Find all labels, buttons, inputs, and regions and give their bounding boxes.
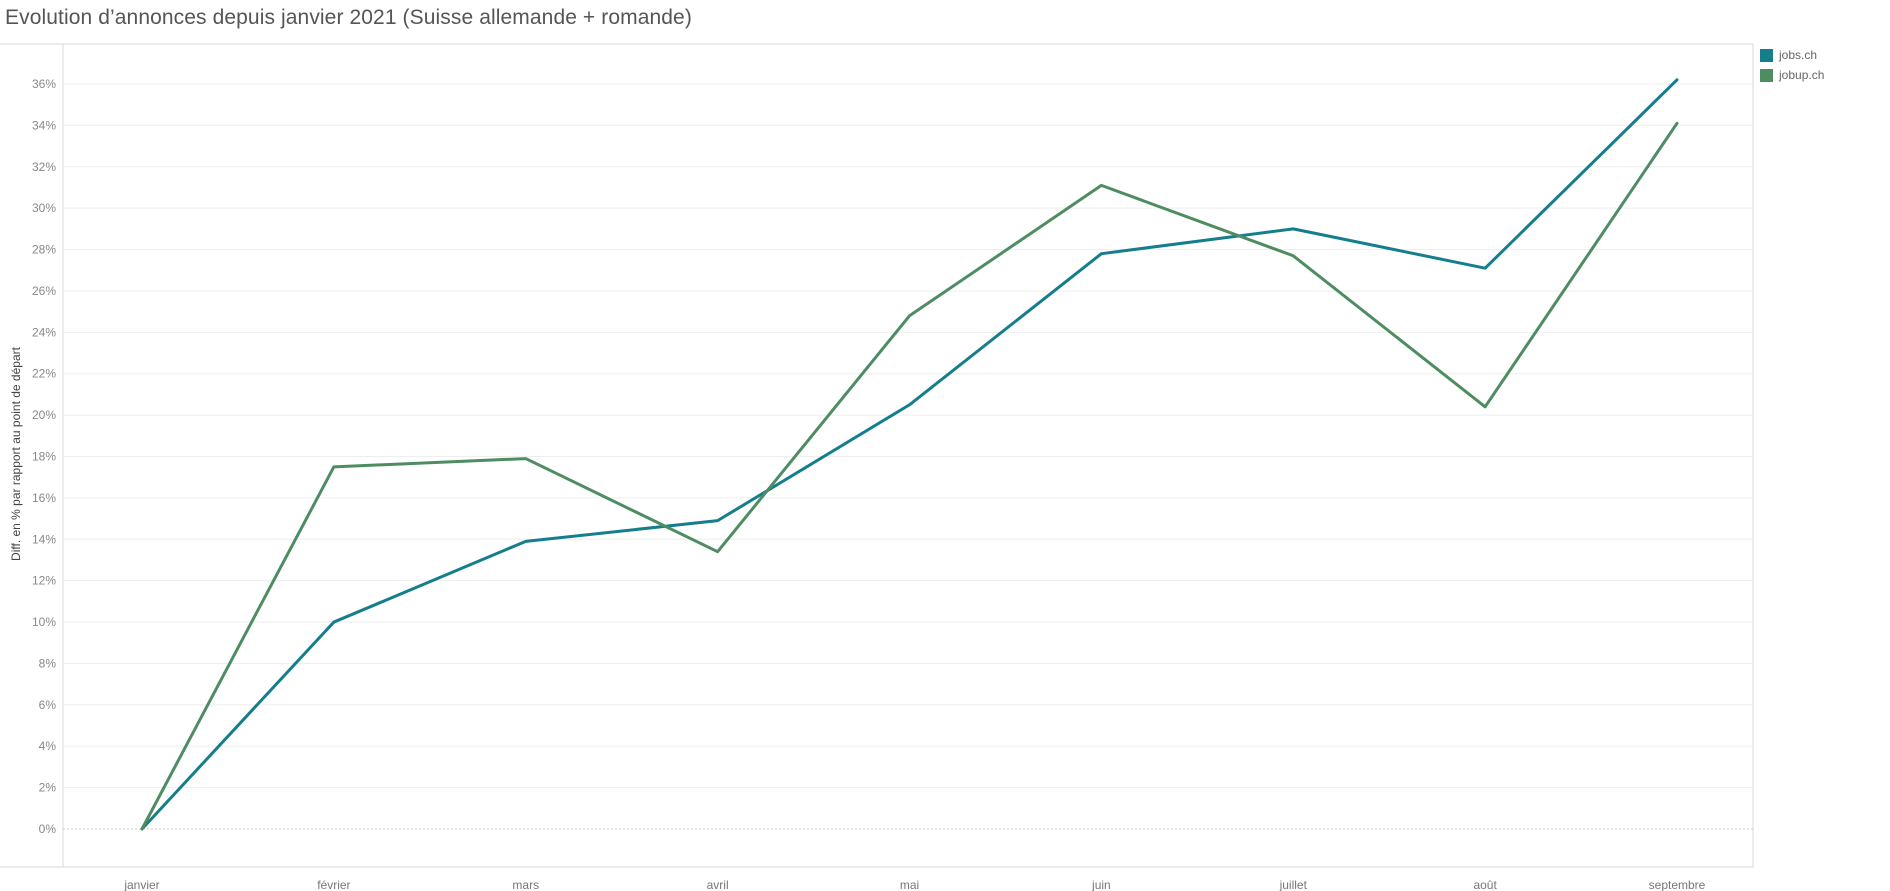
y-tick-label: 26% <box>32 284 56 298</box>
y-tick-label: 32% <box>32 160 56 174</box>
chart-title: Evolution d’annonces depuis janvier 2021… <box>5 6 692 29</box>
y-tick-label: 36% <box>32 77 56 91</box>
y-tick-label: 22% <box>32 367 56 381</box>
y-tick-label: 34% <box>32 118 56 132</box>
y-tick-label: 0% <box>39 822 57 836</box>
x-tick-labels: janvier février mars avril mai juin juillet aoû… <box>123 878 1705 891</box>
series-line-jobs-ch <box>140 78 1679 831</box>
y-axis-label: Diff. en % par rapport au point de dépar… <box>9 346 23 561</box>
x-tick-label: septembre <box>1649 878 1706 891</box>
legend-label: jobs.ch <box>1779 48 1818 62</box>
y-tick-label: 24% <box>32 325 56 339</box>
x-tick-label: mai <box>900 878 919 891</box>
y-tick-label: 16% <box>32 491 56 505</box>
series-line-jobup-ch <box>140 121 1679 831</box>
x-tick-label: juin <box>1091 878 1111 891</box>
gridlines <box>63 83 1753 830</box>
x-tick-label: juillet <box>1279 878 1308 891</box>
y-tick-label: 30% <box>32 201 56 215</box>
x-tick-label: mars <box>512 878 539 891</box>
series-lines <box>140 78 1679 831</box>
x-tick-label: août <box>1473 878 1497 891</box>
x-tick-label: janvier <box>123 878 159 891</box>
x-tick-label: février <box>317 878 350 891</box>
y-tick-label: 28% <box>32 243 56 257</box>
y-tick-label: 6% <box>39 698 57 712</box>
legend: jobs.ch jobup.ch <box>1760 45 1824 85</box>
legend-item: jobs.ch <box>1760 45 1824 65</box>
y-tick-label: 20% <box>32 408 56 422</box>
y-tick-label: 2% <box>39 781 57 795</box>
x-tick-label: avril <box>707 878 729 891</box>
legend-swatch <box>1760 68 1773 82</box>
y-tick-label: 10% <box>32 615 56 629</box>
y-tick-labels: 0% 2% 4% 6% 8% 10% 12% 14% 16% 18% 20% 22% 24% 26% 28%… <box>32 77 56 836</box>
legend-item: jobup.ch <box>1760 65 1824 85</box>
y-tick-label: 18% <box>32 450 56 464</box>
y-tick-label: 12% <box>32 574 56 588</box>
y-tick-label: 4% <box>39 739 57 753</box>
y-tick-label: 8% <box>39 656 57 670</box>
y-tick-label: 14% <box>32 532 56 546</box>
legend-label: jobup.ch <box>1779 68 1825 82</box>
legend-swatch <box>1760 48 1773 62</box>
